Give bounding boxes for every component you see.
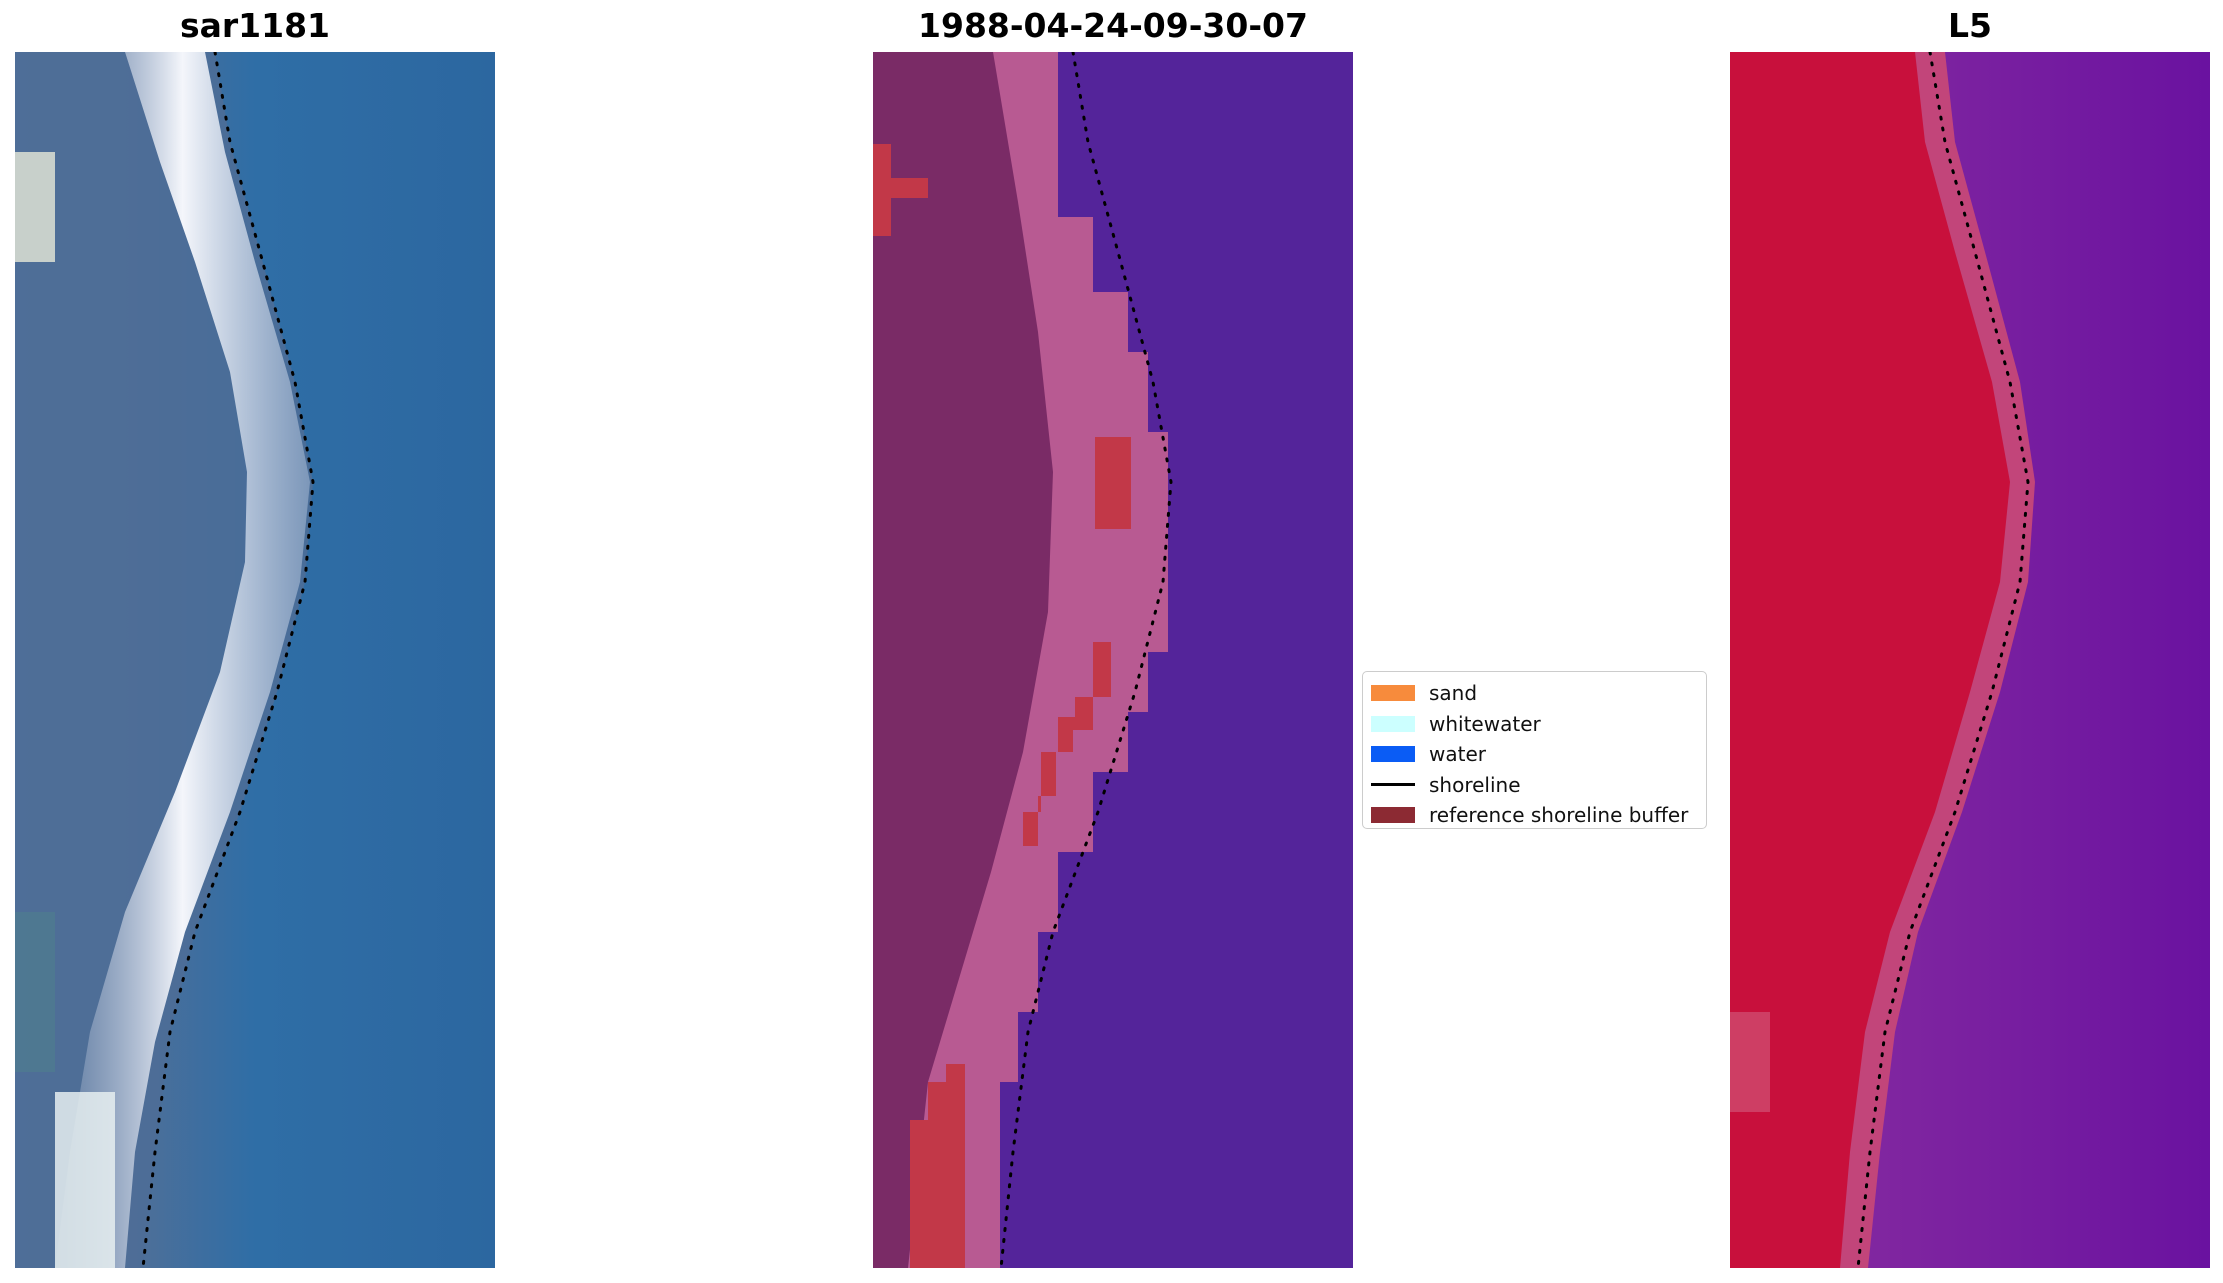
legend-item-whitewater: whitewater <box>1371 709 1698 740</box>
classification-panel <box>873 52 1353 1268</box>
class-land <box>873 52 1053 1268</box>
water-swatch <box>1371 746 1415 763</box>
legend-item-sand: sand <box>1371 678 1698 709</box>
sand-swatch <box>1371 685 1415 702</box>
legend-item-shoreline: shoreline <box>1371 770 1698 801</box>
rgb-beach-band <box>55 52 310 1268</box>
legend-label: shoreline <box>1429 772 1521 797</box>
shoreline-dots <box>1856 52 2030 1268</box>
class-buffer-patch <box>1023 642 1111 846</box>
shoreline-dots <box>999 52 1173 1268</box>
panel-title-rgb: sar1181 <box>179 6 331 45</box>
buffer-swatch <box>1371 807 1415 824</box>
legend-label: reference shoreline buffer <box>1429 803 1689 828</box>
class-buffer-patch <box>910 1064 965 1268</box>
rgb-teal-patch <box>15 912 55 1072</box>
legend-label: sand <box>1429 681 1478 706</box>
shoreline-line-swatch <box>1371 783 1415 787</box>
rgb-bright-patch <box>15 152 55 262</box>
class-buffer-patch <box>1095 437 1131 529</box>
legend-label: water <box>1429 742 1486 767</box>
index-pale-patch <box>1730 1012 1770 1112</box>
whitewater-swatch <box>1371 715 1415 732</box>
panel-title-index: L5 <box>1948 6 1992 45</box>
index-land <box>1730 52 2010 1268</box>
rgb-bright-patch <box>55 1092 115 1268</box>
class-buffer-patch <box>873 144 928 236</box>
legend-item-reference-buffer: reference shoreline buffer <box>1371 800 1698 831</box>
index-image-panel <box>1730 52 2210 1268</box>
legend-label: whitewater <box>1429 711 1541 736</box>
legend-item-water: water <box>1371 739 1698 770</box>
shoreline-dots <box>141 52 315 1268</box>
rgb-image-panel <box>15 52 495 1268</box>
legend: sand whitewater water shoreline referenc… <box>1362 671 1707 829</box>
panel-title-classification: 1988-04-24-09-30-07 <box>918 6 1308 45</box>
